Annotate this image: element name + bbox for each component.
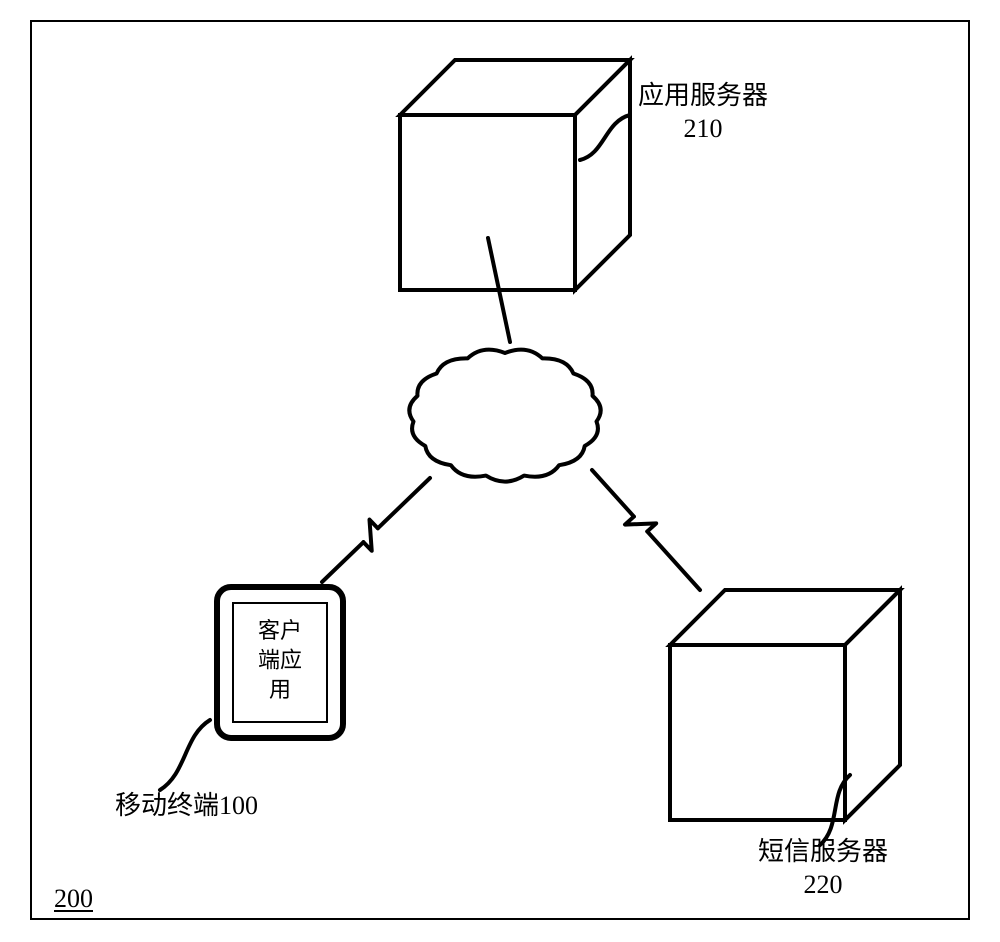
sms-server-label: 短信服务器 220	[758, 836, 888, 901]
app-server-label: 应用服务器 210	[638, 80, 768, 145]
mobile-terminal-label: 移动终端100	[115, 790, 258, 823]
figure-number: 200	[54, 884, 93, 914]
diagram-canvas: 客户端应用 应用服务器 210 短信服务器 220 移动终端100 200	[0, 0, 1000, 942]
